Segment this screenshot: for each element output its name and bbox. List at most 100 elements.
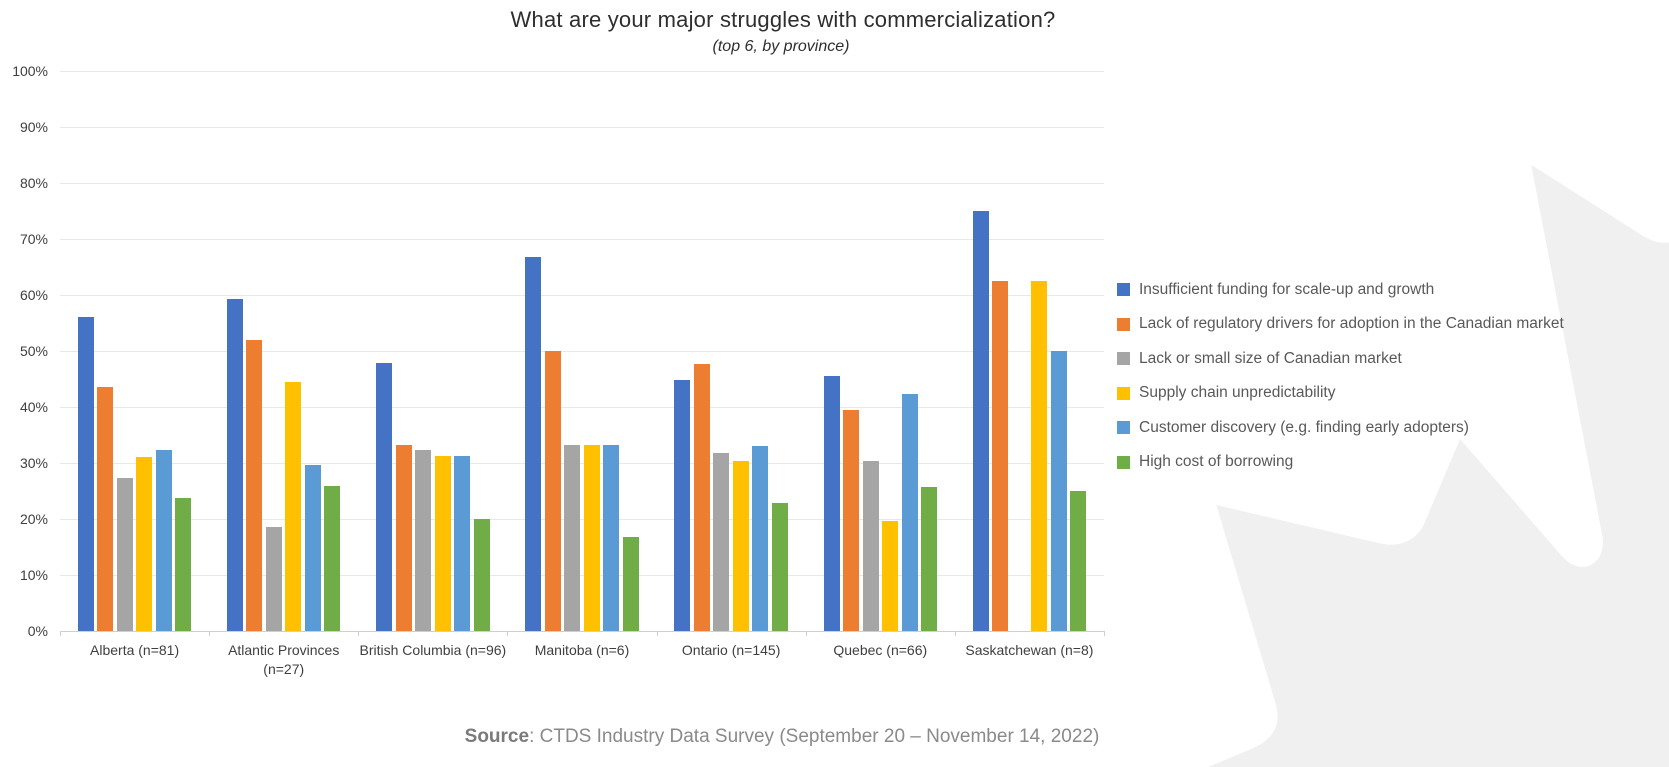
bar-series-2 [843, 410, 860, 631]
gridline [60, 71, 1104, 72]
x-axis-category-label: Saskatchewan (n=8) [965, 642, 1094, 658]
bar-series-6 [473, 519, 490, 631]
chart-title: What are your major struggles with comme… [510, 7, 1056, 32]
bar-series-6 [771, 503, 788, 631]
gridline [60, 407, 1104, 408]
bar-series-5 [901, 393, 918, 631]
bar-series-6 [175, 498, 192, 631]
x-axis-category-label: Quebec (n=66) [833, 642, 928, 658]
bar-series-2 [395, 444, 412, 631]
bar-series-2 [544, 351, 561, 631]
y-axis-tick-label: 30% [19, 455, 48, 471]
source-label: Source [464, 726, 530, 747]
y-axis-tick-label: 50% [19, 343, 48, 359]
x-axis-category-label: Ontario (n=145) [681, 642, 781, 658]
legend-label: High cost of borrowing [1139, 453, 1294, 470]
legend-item: High cost of borrowing [1117, 452, 1564, 473]
gridline [60, 519, 1104, 520]
legend-color-swatch [1117, 283, 1130, 296]
legend-color-swatch [1117, 386, 1130, 400]
bar-series-4 [882, 520, 899, 631]
source-note: Source: CTDS Industry Data Survey (Septe… [0, 726, 1564, 748]
y-axis-tick-label: 70% [19, 231, 48, 247]
bar-series-2 [246, 340, 263, 631]
legend-color-swatch [1117, 317, 1130, 331]
bar-series-1 [674, 380, 691, 631]
bar-series-2 [992, 281, 1009, 631]
gridline [60, 183, 1104, 184]
y-axis-tick-label: 90% [19, 119, 48, 135]
x-axis-tick [358, 631, 360, 636]
gridline [60, 351, 1104, 352]
x-axis-tick [805, 631, 807, 636]
bar-series-4 [434, 455, 451, 631]
x-axis-category-label: Manitoba (n=6) [534, 642, 630, 658]
x-axis-tick [209, 631, 211, 636]
legend-item: Lack or small size of Canadian market [1117, 348, 1564, 369]
bar-series-1 [226, 298, 243, 631]
gridline [60, 463, 1104, 464]
legend-label: Lack of regulatory drivers for adoption … [1139, 315, 1564, 332]
bar-series-5 [752, 445, 769, 631]
bar-series-2 [97, 387, 114, 631]
y-axis-tick-label: 0% [27, 623, 48, 639]
gridline [60, 127, 1104, 128]
bar-series-4 [1031, 281, 1048, 631]
gridline [60, 295, 1104, 296]
bar-series-5 [1050, 351, 1067, 631]
bar-series-4 [583, 444, 600, 631]
x-axis-category-label: Atlantic Provinces (n=27) [228, 642, 340, 677]
gridline [60, 239, 1104, 240]
bar-series-3 [564, 444, 581, 631]
legend-item: Customer discovery (e.g. finding early a… [1117, 417, 1564, 438]
legend-label: Insufficient funding for scale-up and gr… [1139, 280, 1435, 298]
legend-item: Insufficient funding for scale-up and gr… [1117, 279, 1564, 300]
bar-series-5 [603, 444, 620, 631]
bar-series-1 [77, 317, 94, 631]
bar-series-3 [265, 527, 282, 631]
y-axis-tick-label: 40% [19, 399, 48, 415]
bar-series-1 [525, 257, 542, 631]
x-axis-tick [954, 631, 956, 636]
x-axis-tick [507, 631, 509, 636]
y-axis-tick-label: 20% [19, 511, 48, 527]
bar-series-6 [1070, 491, 1087, 631]
legend-item: Supply chain unpredictability [1117, 383, 1564, 404]
bar-series-6 [324, 485, 341, 631]
y-axis-tick-label: 100% [12, 63, 48, 79]
gridline [60, 575, 1104, 576]
bar-series-5 [454, 455, 471, 631]
legend-item: Lack of regulatory drivers for adoption … [1117, 314, 1564, 335]
y-axis-tick-label: 10% [19, 567, 48, 583]
legend-color-swatch [1117, 421, 1130, 434]
x-axis-tick [1104, 631, 1105, 636]
chart-subtitle: (top 6, by province) [712, 38, 850, 55]
legend-label: Customer discovery (e.g. finding early a… [1139, 418, 1469, 436]
y-axis-tick-label: 80% [19, 175, 48, 191]
x-axis-tick [656, 631, 658, 636]
bar-series-3 [116, 478, 133, 631]
gridline [60, 631, 1104, 632]
bar-series-1 [823, 376, 840, 631]
bar-series-3 [713, 453, 730, 631]
legend-label: Lack or small size of Canadian market [1139, 349, 1402, 367]
bar-series-1 [376, 362, 393, 631]
legend-label: Supply chain unpredictability [1139, 384, 1336, 401]
bar-series-6 [622, 537, 639, 631]
maple-leaf-icon [1208, 164, 1669, 767]
bar-series-5 [155, 450, 172, 631]
legend-color-swatch [1117, 352, 1130, 365]
x-axis-tick [60, 631, 61, 636]
bar-series-1 [972, 211, 989, 631]
bar-series-4 [285, 382, 302, 631]
bar-series-3 [862, 461, 879, 631]
legend: Insufficient funding for scale-up and gr… [1117, 279, 1564, 473]
source-text: : CTDS Industry Data Survey (September 2… [529, 726, 1100, 747]
bar-series-4 [732, 461, 749, 631]
bar-series-4 [136, 457, 153, 631]
bar-series-2 [693, 364, 710, 631]
bar-series-5 [304, 465, 321, 631]
x-axis-category-label: British Columbia (n=96) [359, 642, 507, 658]
